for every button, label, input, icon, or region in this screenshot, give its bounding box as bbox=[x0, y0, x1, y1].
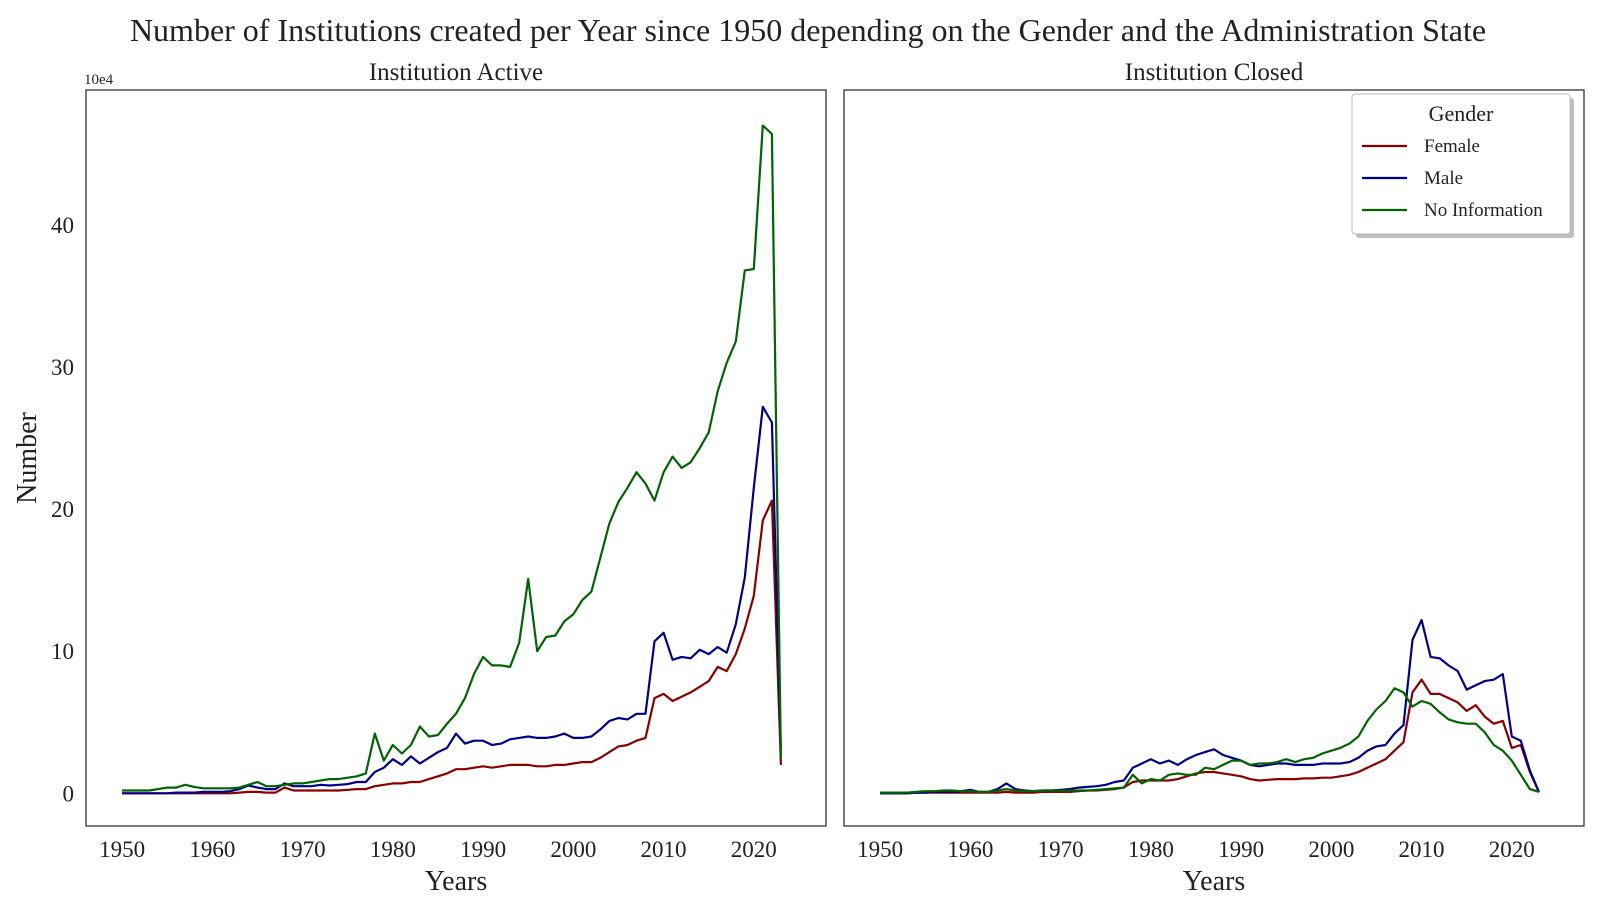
x-tick-label: 2000 bbox=[1308, 837, 1354, 862]
x-tick-label: 1990 bbox=[1218, 837, 1264, 862]
x-tick-label: 1950 bbox=[857, 837, 903, 862]
panel-2: Institution Closed Years 1950 1960 1970 1980 1… bbox=[843, 59, 1585, 897]
x-tick-label: 2020 bbox=[731, 837, 777, 862]
series-line-female bbox=[880, 678, 1540, 795]
x-tick-label: 1960 bbox=[189, 837, 235, 862]
x-tick-label: 2000 bbox=[550, 837, 596, 862]
panel-title: Institution Closed bbox=[1125, 59, 1304, 86]
series-line-female bbox=[122, 499, 782, 795]
series-line-male bbox=[880, 618, 1540, 795]
legend-box bbox=[1351, 93, 1571, 235]
legend-entry: No Information bbox=[1424, 200, 1543, 221]
legend: Gender Female Male No Information bbox=[1351, 93, 1574, 238]
plot-frame bbox=[843, 89, 1585, 827]
series-line-no-information bbox=[122, 124, 782, 792]
x-tick-label: 1970 bbox=[1038, 837, 1084, 862]
x-tick-label: 1980 bbox=[1128, 837, 1174, 862]
y-tick-label: 10 bbox=[51, 639, 74, 664]
y-tick-label: 20 bbox=[51, 497, 74, 522]
x-axis-label: Years bbox=[1183, 866, 1246, 897]
panel-1: Institution Active Years 1950 1960 1970 1980 1… bbox=[51, 59, 827, 897]
legend-entry: Male bbox=[1424, 168, 1463, 189]
legend-entry: Female bbox=[1424, 136, 1480, 157]
y-tick-label: 40 bbox=[51, 213, 74, 238]
x-tick-label: 2020 bbox=[1489, 837, 1535, 862]
x-tick-label: 1980 bbox=[370, 837, 416, 862]
x-axis-label: Years bbox=[425, 866, 488, 897]
x-tick-label: 1990 bbox=[460, 837, 506, 862]
plot-frame bbox=[85, 89, 827, 827]
legend-title: Gender bbox=[1429, 101, 1494, 126]
y-tick-label: 30 bbox=[51, 355, 74, 380]
y-tick-label: 0 bbox=[63, 781, 75, 806]
x-tick-label: 2010 bbox=[641, 837, 687, 862]
series-line-male bbox=[122, 405, 782, 795]
y-axis-offset-label: 10e4 bbox=[84, 72, 114, 88]
chart-title: Number of Institutions created per Year … bbox=[130, 12, 1486, 48]
y-axis-label: Number bbox=[12, 411, 43, 503]
x-tick-label: 2010 bbox=[1399, 837, 1445, 862]
x-tick-label: 1970 bbox=[280, 837, 326, 862]
panel-title: Institution Active bbox=[369, 59, 543, 86]
series-line-no-information bbox=[880, 687, 1540, 794]
x-tick-label: 1950 bbox=[99, 837, 145, 862]
x-tick-label: 1960 bbox=[947, 837, 993, 862]
